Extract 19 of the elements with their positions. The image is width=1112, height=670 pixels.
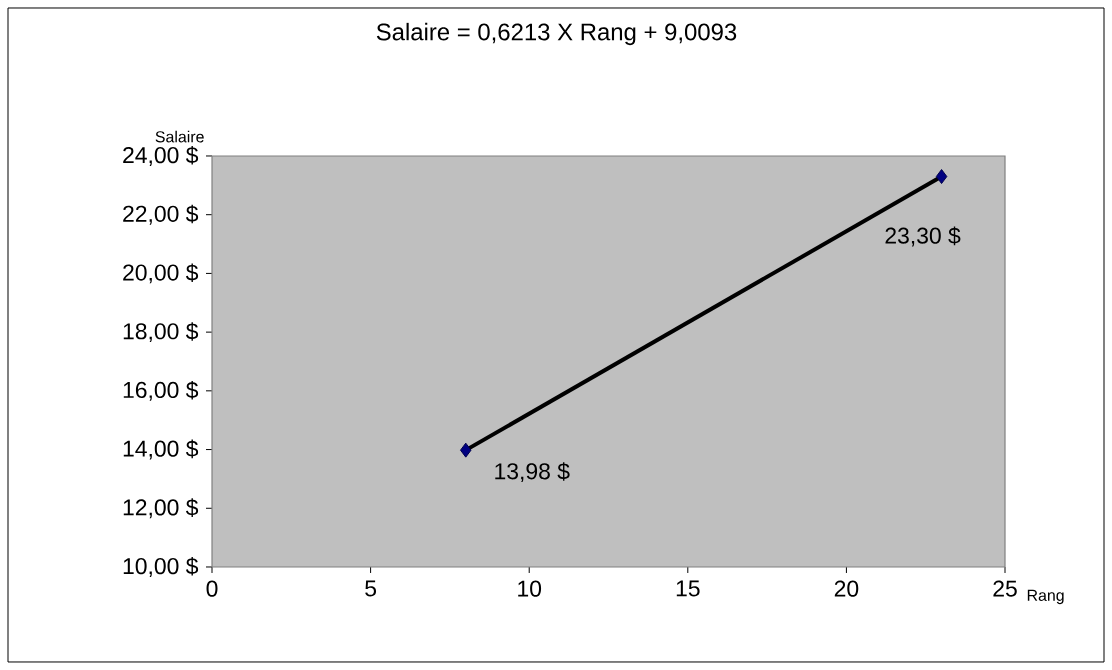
x-tick-label: 5 (365, 580, 377, 597)
x-tick-label: 25 (993, 580, 1017, 597)
y-tick-label: 16,00 $ (123, 380, 199, 401)
y-tick-label: 22,00 $ (123, 204, 199, 225)
y-tick-label: 18,00 $ (123, 322, 199, 343)
x-axis-title: Rang (1027, 589, 1064, 605)
x-tick-label: 10 (518, 580, 542, 597)
y-axis-title: Salaire (155, 130, 204, 143)
y-tick-label: 10,00 $ (123, 557, 199, 577)
x-tick-label: 20 (834, 580, 859, 597)
y-tick-label: 12,00 $ (123, 498, 199, 519)
data-label: 23,30 $ (885, 226, 961, 247)
x-tick-label: 0 (206, 580, 218, 597)
data-label: 13,98 $ (495, 462, 570, 483)
y-tick-label: 14,00 $ (123, 439, 199, 460)
y-tick-label: 20,00 $ (123, 263, 199, 284)
chart-title: Salaire = 0,6213 X Rang + 9,0093 (376, 22, 737, 46)
x-tick-label: 15 (676, 580, 700, 597)
y-tick-label: 24,00 $ (123, 146, 199, 166)
